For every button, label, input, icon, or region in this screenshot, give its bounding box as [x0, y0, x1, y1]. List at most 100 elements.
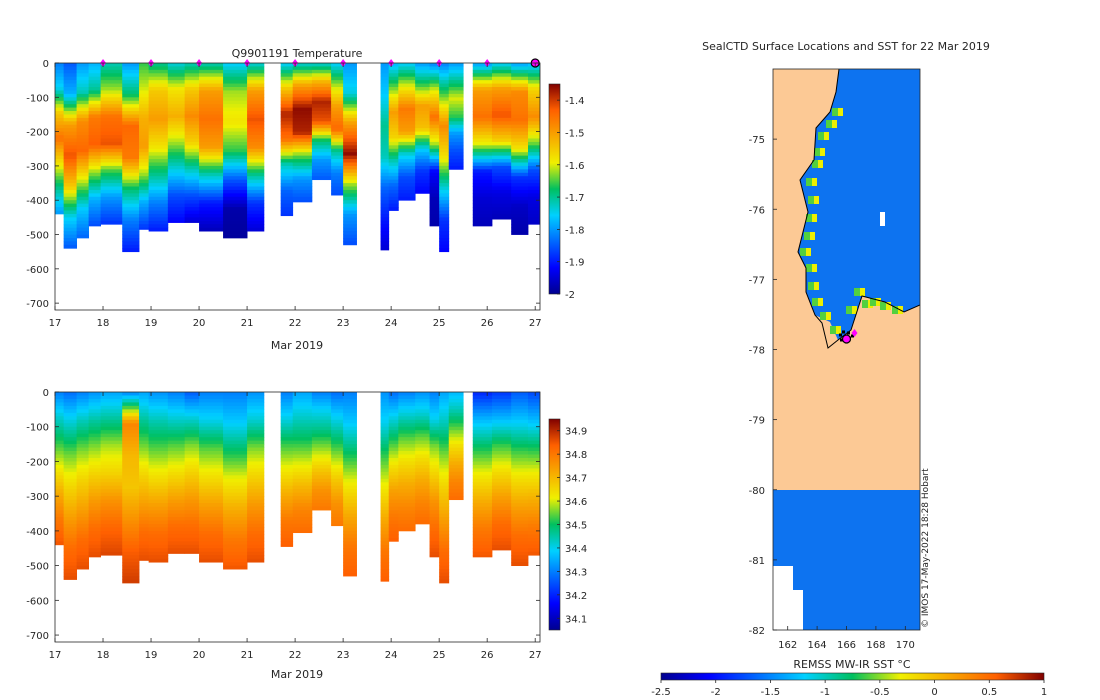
profile-cell [63, 440, 78, 445]
profile-cell [511, 520, 529, 525]
profile-cell [491, 69, 512, 74]
x-tick-label: 27 [529, 650, 542, 661]
profile-cell [280, 513, 294, 518]
profile-cell [292, 107, 313, 112]
profile-cell [122, 440, 140, 445]
profile-cell [380, 63, 390, 67]
profile-cell [88, 398, 102, 403]
profile-cell [122, 196, 140, 201]
profile-cell [398, 430, 416, 435]
profile-cell [388, 73, 399, 78]
profile-cell [472, 217, 493, 222]
profile-5 [122, 63, 140, 253]
profile-cell [429, 138, 440, 143]
profile-cell [122, 244, 140, 249]
profile-cell [292, 179, 313, 184]
profile-cell [388, 537, 399, 542]
profile-cell [122, 159, 140, 163]
profile-cell [429, 207, 440, 211]
profile-cell [388, 80, 399, 84]
profile-cell [528, 496, 540, 501]
profile-cell [247, 183, 265, 187]
profile-cell [415, 179, 430, 184]
profile-cell [148, 419, 169, 424]
profile-cell [343, 237, 357, 242]
profile-cell [184, 485, 200, 490]
profile-cell [472, 430, 493, 435]
profile-cell [398, 87, 416, 91]
profile-cell [528, 114, 540, 119]
profile-cell [63, 93, 78, 98]
profile-cell [429, 520, 440, 525]
profile-cell [184, 544, 200, 549]
profile-cell [139, 523, 150, 528]
profile-cell [472, 527, 493, 532]
profile-cell [122, 117, 140, 122]
profile-cell [88, 73, 102, 78]
profile-16 [331, 63, 344, 196]
profile-cell [398, 76, 416, 81]
profile-cell [199, 111, 224, 115]
profile-cell [398, 433, 416, 438]
profile-cell [380, 145, 390, 150]
profile-cell [88, 392, 102, 396]
profile-cell [88, 482, 102, 487]
profile-cell [439, 576, 450, 580]
profile-cell [199, 189, 224, 194]
profile-cell [100, 69, 123, 74]
profile-cell [439, 558, 450, 563]
profile-cell [472, 100, 493, 105]
profile-cell [148, 189, 169, 194]
profile-cell [343, 207, 357, 211]
profile-cell [223, 104, 248, 108]
profile-cell [331, 97, 344, 102]
profile-cell [122, 426, 140, 431]
profile-25 [472, 392, 493, 558]
profile-cell [388, 176, 399, 181]
profile-cell [472, 200, 493, 205]
profile-cell [184, 464, 200, 469]
profile-cell [122, 107, 140, 112]
profile-cell [380, 440, 390, 445]
profile-cell [429, 145, 440, 150]
profile-cell [63, 145, 78, 150]
profile-cell [388, 63, 399, 67]
profile-cell [223, 471, 248, 476]
profile-cell [148, 447, 169, 452]
profile-cell [199, 87, 224, 91]
profile-cell [148, 433, 169, 438]
profile-cell [292, 437, 313, 442]
profile-cell [139, 172, 150, 177]
profile-cell [380, 496, 390, 501]
profile-cell [398, 412, 416, 417]
profile-cell [429, 430, 440, 435]
profile-cell [429, 97, 440, 102]
profile-cell [415, 172, 430, 177]
colorbar-tick-label: -1.5 [565, 128, 585, 139]
profile-cell [247, 492, 265, 497]
profile-cell [343, 172, 357, 177]
profile-cell [528, 104, 540, 108]
profile-cell [398, 426, 416, 431]
profile-cell [76, 121, 90, 126]
profile-cell [343, 457, 357, 462]
profile-cell [380, 395, 390, 400]
profile-cell [439, 416, 450, 421]
lat-tick-label: -81 [749, 556, 765, 567]
profile-cell [167, 203, 186, 208]
profile-cell [167, 430, 186, 435]
profile-cell [247, 63, 265, 67]
profile-9 [184, 63, 200, 223]
profile-cell [247, 447, 265, 452]
profile-cell [63, 506, 78, 511]
profile-cell [148, 530, 169, 535]
profile-cell [76, 172, 90, 177]
salinity-axes-box [54, 391, 541, 643]
profile-cell [184, 80, 200, 84]
profile-cell [199, 207, 224, 211]
profile-cell [415, 121, 430, 126]
coastal-pixel [804, 232, 810, 240]
profile-cell [223, 196, 248, 201]
profile-cell [429, 510, 440, 514]
profile-cell [331, 451, 344, 455]
